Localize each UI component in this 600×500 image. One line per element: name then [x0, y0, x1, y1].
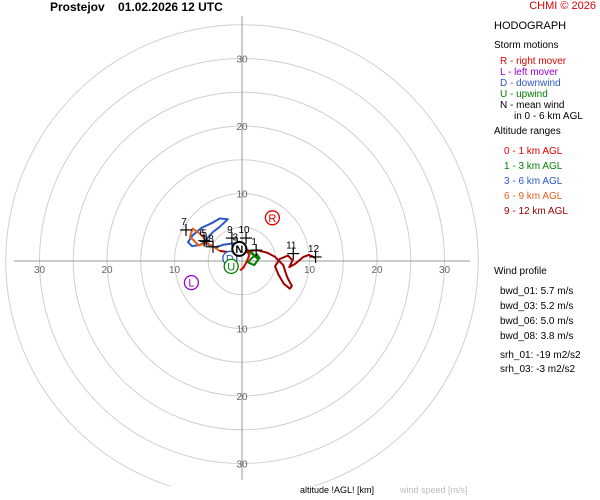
wind-speed-label: wind speed [m/s] — [400, 485, 468, 495]
altitude-marker-label: 5 — [201, 228, 207, 239]
altitude-marker-label: 1 — [251, 237, 257, 248]
altitude-marker-label: 8 — [208, 234, 214, 245]
wind-profile-item: bwd_08: 3.8 m/s — [500, 331, 574, 342]
storm-motion-legend-item: R - right mover — [500, 56, 567, 67]
altitude-marker-label: 9 — [227, 225, 233, 236]
altitude-marker-label: 10 — [238, 225, 250, 236]
altitude-range-legend-item: 0 - 1 km AGL — [504, 146, 563, 157]
storm-motion-marker-U — [223, 258, 239, 275]
y-tick-label: 10 — [236, 190, 248, 201]
storm-motion-label-U: U — [227, 261, 235, 273]
storm-motion-marker-L — [183, 274, 200, 291]
storm-motion-label-L: L — [188, 278, 194, 290]
altitude-marker-label: 6 — [199, 228, 205, 239]
date-time: 01.02.2026 12 UTC — [118, 0, 223, 14]
hodograph-title: HODOGRAPH — [494, 20, 567, 32]
storm-motion-legend-item: D - downwind — [500, 78, 561, 89]
altitude-axis-label: altitude !AGL! [km] — [300, 485, 375, 495]
series-line-2 — [239, 244, 261, 267]
x-tick-label: 30 — [439, 265, 451, 276]
storm-motion-legend-item: N - mean wind — [500, 100, 565, 111]
x-tick-label: 20 — [371, 265, 383, 276]
storm-motion-label-N: N — [235, 244, 243, 256]
altitude-marker-label: 7 — [181, 217, 187, 228]
altitude-marker-label: 12 — [308, 244, 320, 255]
y-tick-label: 10 — [236, 325, 248, 336]
x-tick-label: 10 — [169, 265, 181, 276]
y-tick-label: 30 — [236, 460, 248, 471]
storm-motion-legend-item: L - left mover — [500, 67, 558, 78]
srh-item: srh_01: -19 m2/s2 — [500, 350, 581, 361]
page-title: Prostejov 01.02.2026 12 UTC — [50, 0, 223, 14]
wind-profile-item: bwd_01: 5.7 m/s — [500, 286, 574, 297]
storm-motion-marker-R — [264, 210, 281, 226]
storm-motion-marker-N — [231, 240, 248, 257]
altitude-marker-label: 11 — [286, 241, 297, 252]
x-tick-label: 10 — [304, 265, 316, 276]
copyright: CHMI © 2026 — [529, 0, 596, 12]
altitude-range-legend-item: 9 - 12 km AGL — [504, 206, 568, 217]
x-tick-label: 30 — [34, 265, 46, 276]
srh-item: srh_03: -3 m2/s2 — [500, 364, 576, 375]
storm-motion-label-R: R — [268, 213, 276, 225]
station-name: Prostejov — [50, 0, 105, 14]
storm-motions-title: Storm motions — [494, 40, 559, 51]
wind-profile-item: bwd_03: 5.2 m/s — [500, 301, 574, 312]
wind-profile-item: bwd_06: 5.0 m/s — [500, 316, 574, 327]
y-tick-label: 20 — [236, 122, 248, 133]
y-tick-label: 20 — [236, 392, 248, 403]
x-tick-label: 20 — [101, 265, 113, 276]
storm-motion-legend-item: in 0 - 6 km AGL — [514, 111, 583, 122]
wind-profile-title: Wind profile — [494, 266, 547, 277]
storm-motion-legend-item: U - upwind — [500, 89, 548, 100]
y-tick-label: 30 — [236, 55, 248, 66]
altitude-range-legend-item: 1 - 3 km AGL — [504, 161, 563, 172]
altitude-ranges-title: Altitude ranges — [494, 126, 561, 137]
altitude-range-legend-item: 3 - 6 km AGL — [504, 176, 563, 187]
altitude-range-legend-item: 6 - 9 km AGL — [504, 191, 563, 202]
